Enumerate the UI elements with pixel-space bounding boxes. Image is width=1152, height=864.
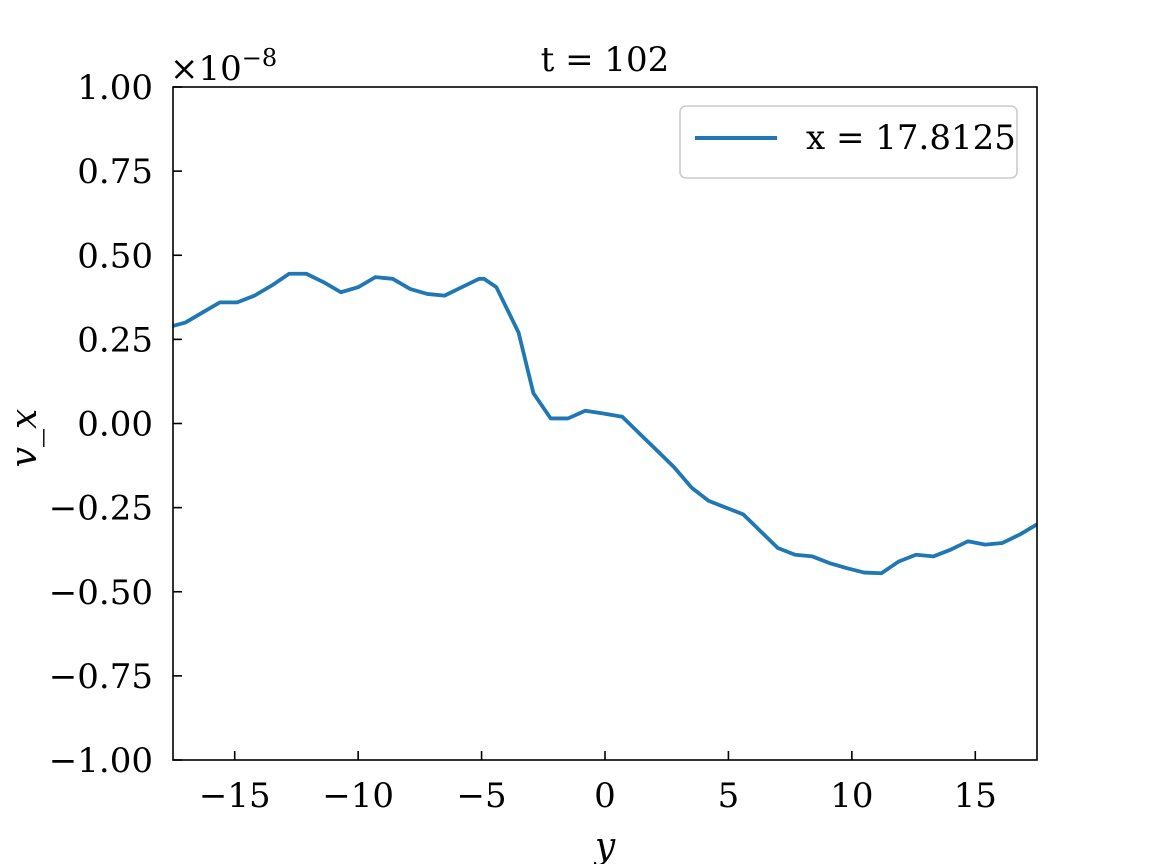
- x-tick-label: 0: [594, 776, 616, 816]
- y-tick-label: −1.00: [49, 741, 153, 781]
- y-tick-label: 0.50: [77, 236, 153, 276]
- series-line: [173, 271, 1037, 576]
- x-axis-label: y: [593, 826, 616, 864]
- y-tick-label: −0.25: [49, 489, 153, 529]
- chart-title: t = 102: [541, 40, 670, 80]
- y-axis-label: v_x: [4, 409, 45, 468]
- y-axis-ticks: 1.00 0.75 0.50 0.25 0.00 −0.25 −0.50 −0.75 −1.00: [49, 68, 182, 781]
- x-axis-ticks: −15 −10 −5 0 5 10 15: [199, 751, 997, 816]
- x-tick-label: −10: [322, 776, 394, 816]
- x-tick-label: 15: [954, 776, 997, 816]
- x-tick-label: −15: [199, 776, 271, 816]
- y-axis-offset-label: ×10−8: [170, 44, 277, 89]
- x-tick-label: −5: [457, 776, 507, 816]
- x-tick-label: 10: [830, 776, 873, 816]
- y-tick-label: 0.00: [77, 405, 153, 445]
- y-tick-label: 0.75: [77, 152, 153, 192]
- legend: x = 17.8125: [679, 105, 1018, 179]
- plot-area-series: [173, 271, 1037, 576]
- plot-frame: [172, 86, 1038, 761]
- x-tick-label: 5: [718, 776, 740, 816]
- y-tick-label: 0.25: [77, 320, 153, 360]
- y-tick-label: 1.00: [77, 68, 153, 108]
- y-tick-label: −0.50: [49, 573, 153, 613]
- legend-label: x = 17.8125: [806, 118, 1016, 158]
- legend-box: [679, 105, 1018, 179]
- y-tick-label: −0.75: [49, 657, 153, 697]
